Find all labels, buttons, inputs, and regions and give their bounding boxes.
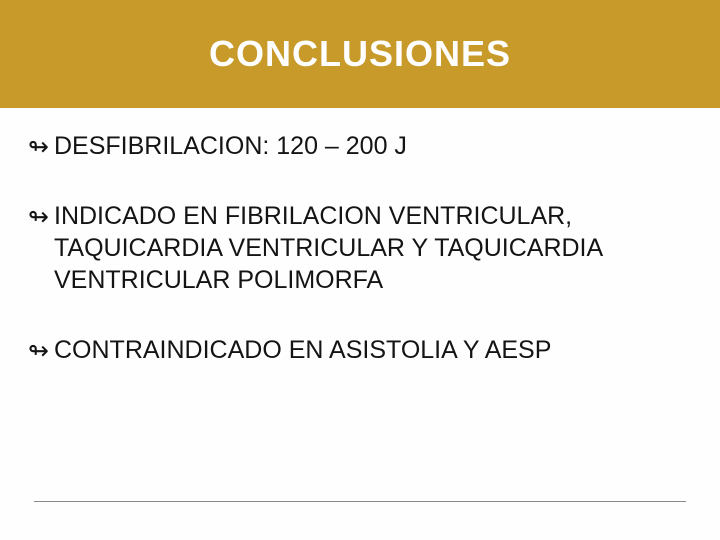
bullet-text: DESFIBRILACION: 120 – 200 J xyxy=(54,132,407,160)
bullet-item: ↬ CONTRAINDICADO EN ASISTOLIA Y AESP xyxy=(28,334,680,366)
bullet-text: CONTRAINDICADO EN ASISTOLIA Y AESP xyxy=(54,336,551,364)
bullet-glyph-icon: ↬ xyxy=(28,131,49,163)
bullet-glyph-icon: ↬ xyxy=(28,335,49,367)
bullet-item: ↬ INDICADO EN FIBRILACION VENTRICULAR, T… xyxy=(28,200,680,296)
body-area: ↬ DESFIBRILACION: 120 – 200 J ↬ INDICADO… xyxy=(28,130,680,366)
bullet-text: INDICADO EN FIBRILACION VENTRICULAR, TAQ… xyxy=(54,202,602,294)
slide-title: CONCLUSIONES xyxy=(209,33,511,75)
footer-rule xyxy=(34,501,686,502)
title-band: CONCLUSIONES xyxy=(0,0,720,108)
bullet-glyph-icon: ↬ xyxy=(28,201,49,233)
slide: CONCLUSIONES ↬ DESFIBRILACION: 120 – 200… xyxy=(0,0,720,540)
bullet-item: ↬ DESFIBRILACION: 120 – 200 J xyxy=(28,130,680,162)
